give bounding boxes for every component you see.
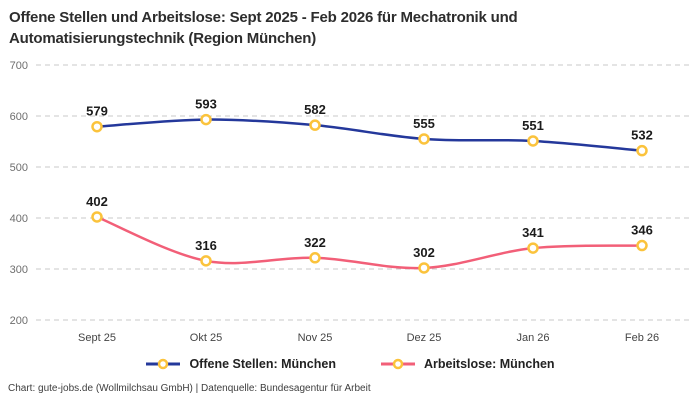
series-line-offene-stellen — [95, 118, 644, 152]
data-point-marker[interactable] — [636, 144, 648, 157]
legend-label: Arbeitslose: München — [423, 357, 555, 371]
data-point-marker[interactable] — [636, 239, 648, 252]
data-point-value-label: 316 — [195, 238, 217, 253]
y-axis-tick-label: 700 — [10, 60, 28, 72]
chart-title: Offene Stellen und Arbeitslose: Sept 202… — [9, 9, 518, 47]
x-axis-tick-label: Sept 25 — [78, 332, 116, 344]
data-point-value-label: 582 — [304, 102, 326, 117]
data-point-value-label: 555 — [413, 116, 435, 131]
data-point-marker[interactable] — [527, 135, 539, 147]
y-axis-tick-label: 500 — [10, 162, 28, 174]
y-axis-tick-label: 300 — [10, 264, 28, 276]
data-point-value-label: 593 — [195, 97, 217, 112]
y-axis-tick-label: 200 — [10, 315, 28, 327]
legend-label: Offene Stellen: München — [189, 357, 336, 371]
data-point-value-label: 346 — [631, 223, 653, 238]
data-point-value-label: 402 — [86, 194, 108, 209]
attribution-text: Chart: gute-jobs.de (Wollmilchsau GmbH) … — [8, 383, 371, 394]
data-point-marker[interactable] — [527, 242, 539, 254]
legend-line-marker-icon — [380, 358, 415, 370]
data-point-marker[interactable] — [418, 262, 430, 274]
x-axis-tick-label: Jan 26 — [516, 332, 549, 344]
legend-item-offene-stellen[interactable]: Offene Stellen: München — [145, 357, 336, 371]
data-point-value-label: 341 — [522, 225, 544, 240]
data-point-marker[interactable] — [309, 252, 321, 264]
data-point-marker[interactable] — [200, 113, 212, 126]
legend: Offene Stellen: München Arbeitslose: Mün… — [0, 357, 700, 371]
series-line-arbeitslose — [95, 215, 644, 270]
x-axis-tick-label: Okt 25 — [190, 332, 222, 344]
data-point-marker[interactable] — [309, 119, 321, 131]
legend-line-marker-icon — [146, 358, 181, 370]
data-point-marker[interactable] — [200, 255, 212, 267]
y-axis-tick-label: 400 — [10, 213, 28, 225]
data-point-value-label: 322 — [304, 235, 326, 250]
data-point-marker[interactable] — [418, 133, 430, 145]
data-point-value-label: 551 — [522, 118, 544, 133]
data-point-marker[interactable] — [91, 120, 103, 133]
x-axis-tick-label: Dez 25 — [407, 332, 442, 344]
x-axis-tick-label: Nov 25 — [298, 332, 333, 344]
x-axis-tick-label: Feb 26 — [625, 332, 659, 344]
legend-item-arbeitslose[interactable]: Arbeitslose: München — [380, 357, 555, 371]
data-point-value-label: 579 — [86, 104, 108, 119]
line-chart: 200 300 400 500 600 700 Sept 25 Okt 25 Nov 25 Dez… — [10, 60, 692, 344]
data-point-value-label: 302 — [413, 245, 435, 260]
plot-area: 200 300 400 500 600 700 Sept 25 Okt 25 Nov 25 Dez… — [0, 55, 700, 347]
data-point-marker[interactable] — [91, 211, 103, 223]
data-point-value-label: 532 — [631, 128, 653, 143]
y-axis-tick-label: 600 — [10, 111, 28, 123]
